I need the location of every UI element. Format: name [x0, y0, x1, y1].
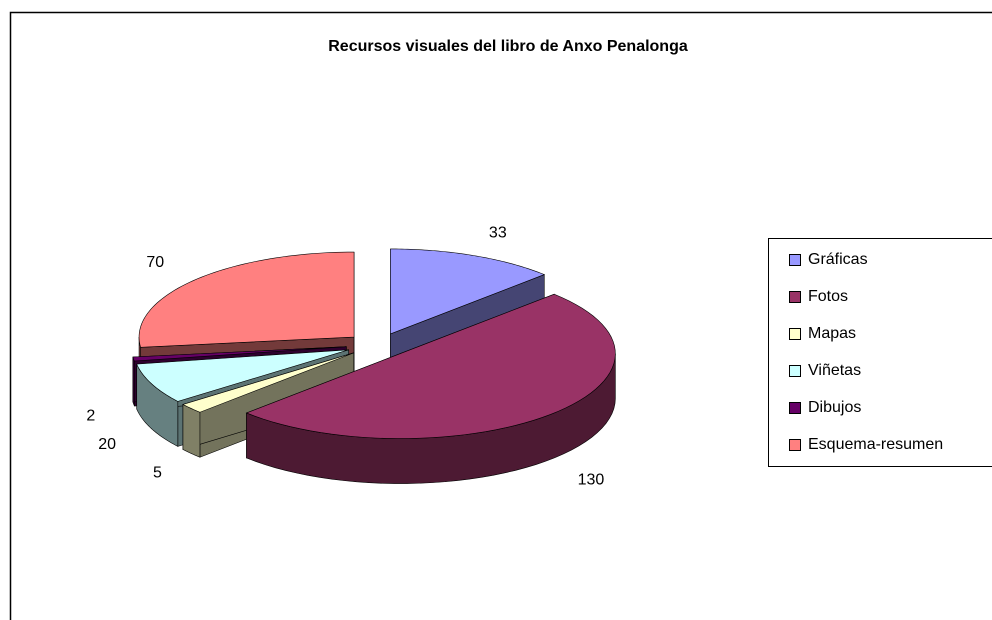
slice-top: [138, 251, 355, 348]
slice-top: [390, 248, 546, 335]
slice-side: [182, 403, 201, 458]
legend-swatch: [789, 254, 801, 266]
data-label: 70: [146, 254, 164, 271]
slice-top: [136, 349, 349, 402]
legend-swatch: [789, 328, 801, 340]
slice-side: [132, 356, 135, 407]
legend-swatch: [789, 402, 801, 414]
legend-label: Mapas: [808, 325, 856, 342]
pie-slice: [245, 293, 616, 484]
legend-label: Viñetas: [808, 362, 861, 379]
legend-swatch: [789, 365, 801, 377]
chart-title: Recursos visuales del libro de Anxo Pena…: [328, 38, 688, 55]
legend-label: Gráficas: [808, 251, 868, 268]
legend-swatch: [789, 439, 801, 451]
legend: [768, 238, 992, 467]
data-label: 5: [153, 465, 162, 482]
legend-label: Esquema-resumen: [808, 436, 943, 453]
data-label: 2: [86, 407, 95, 424]
data-label: 130: [578, 472, 605, 489]
legend-swatch: [789, 291, 801, 303]
legend-label: Dibujos: [808, 399, 861, 416]
slice-top: [182, 352, 354, 413]
slice-top: [245, 293, 616, 439]
slice-top: [132, 346, 347, 362]
data-label: 33: [489, 225, 507, 242]
legend-label: Fotos: [808, 288, 848, 305]
chart-frame: [9, 11, 992, 620]
data-label: 20: [98, 436, 116, 453]
